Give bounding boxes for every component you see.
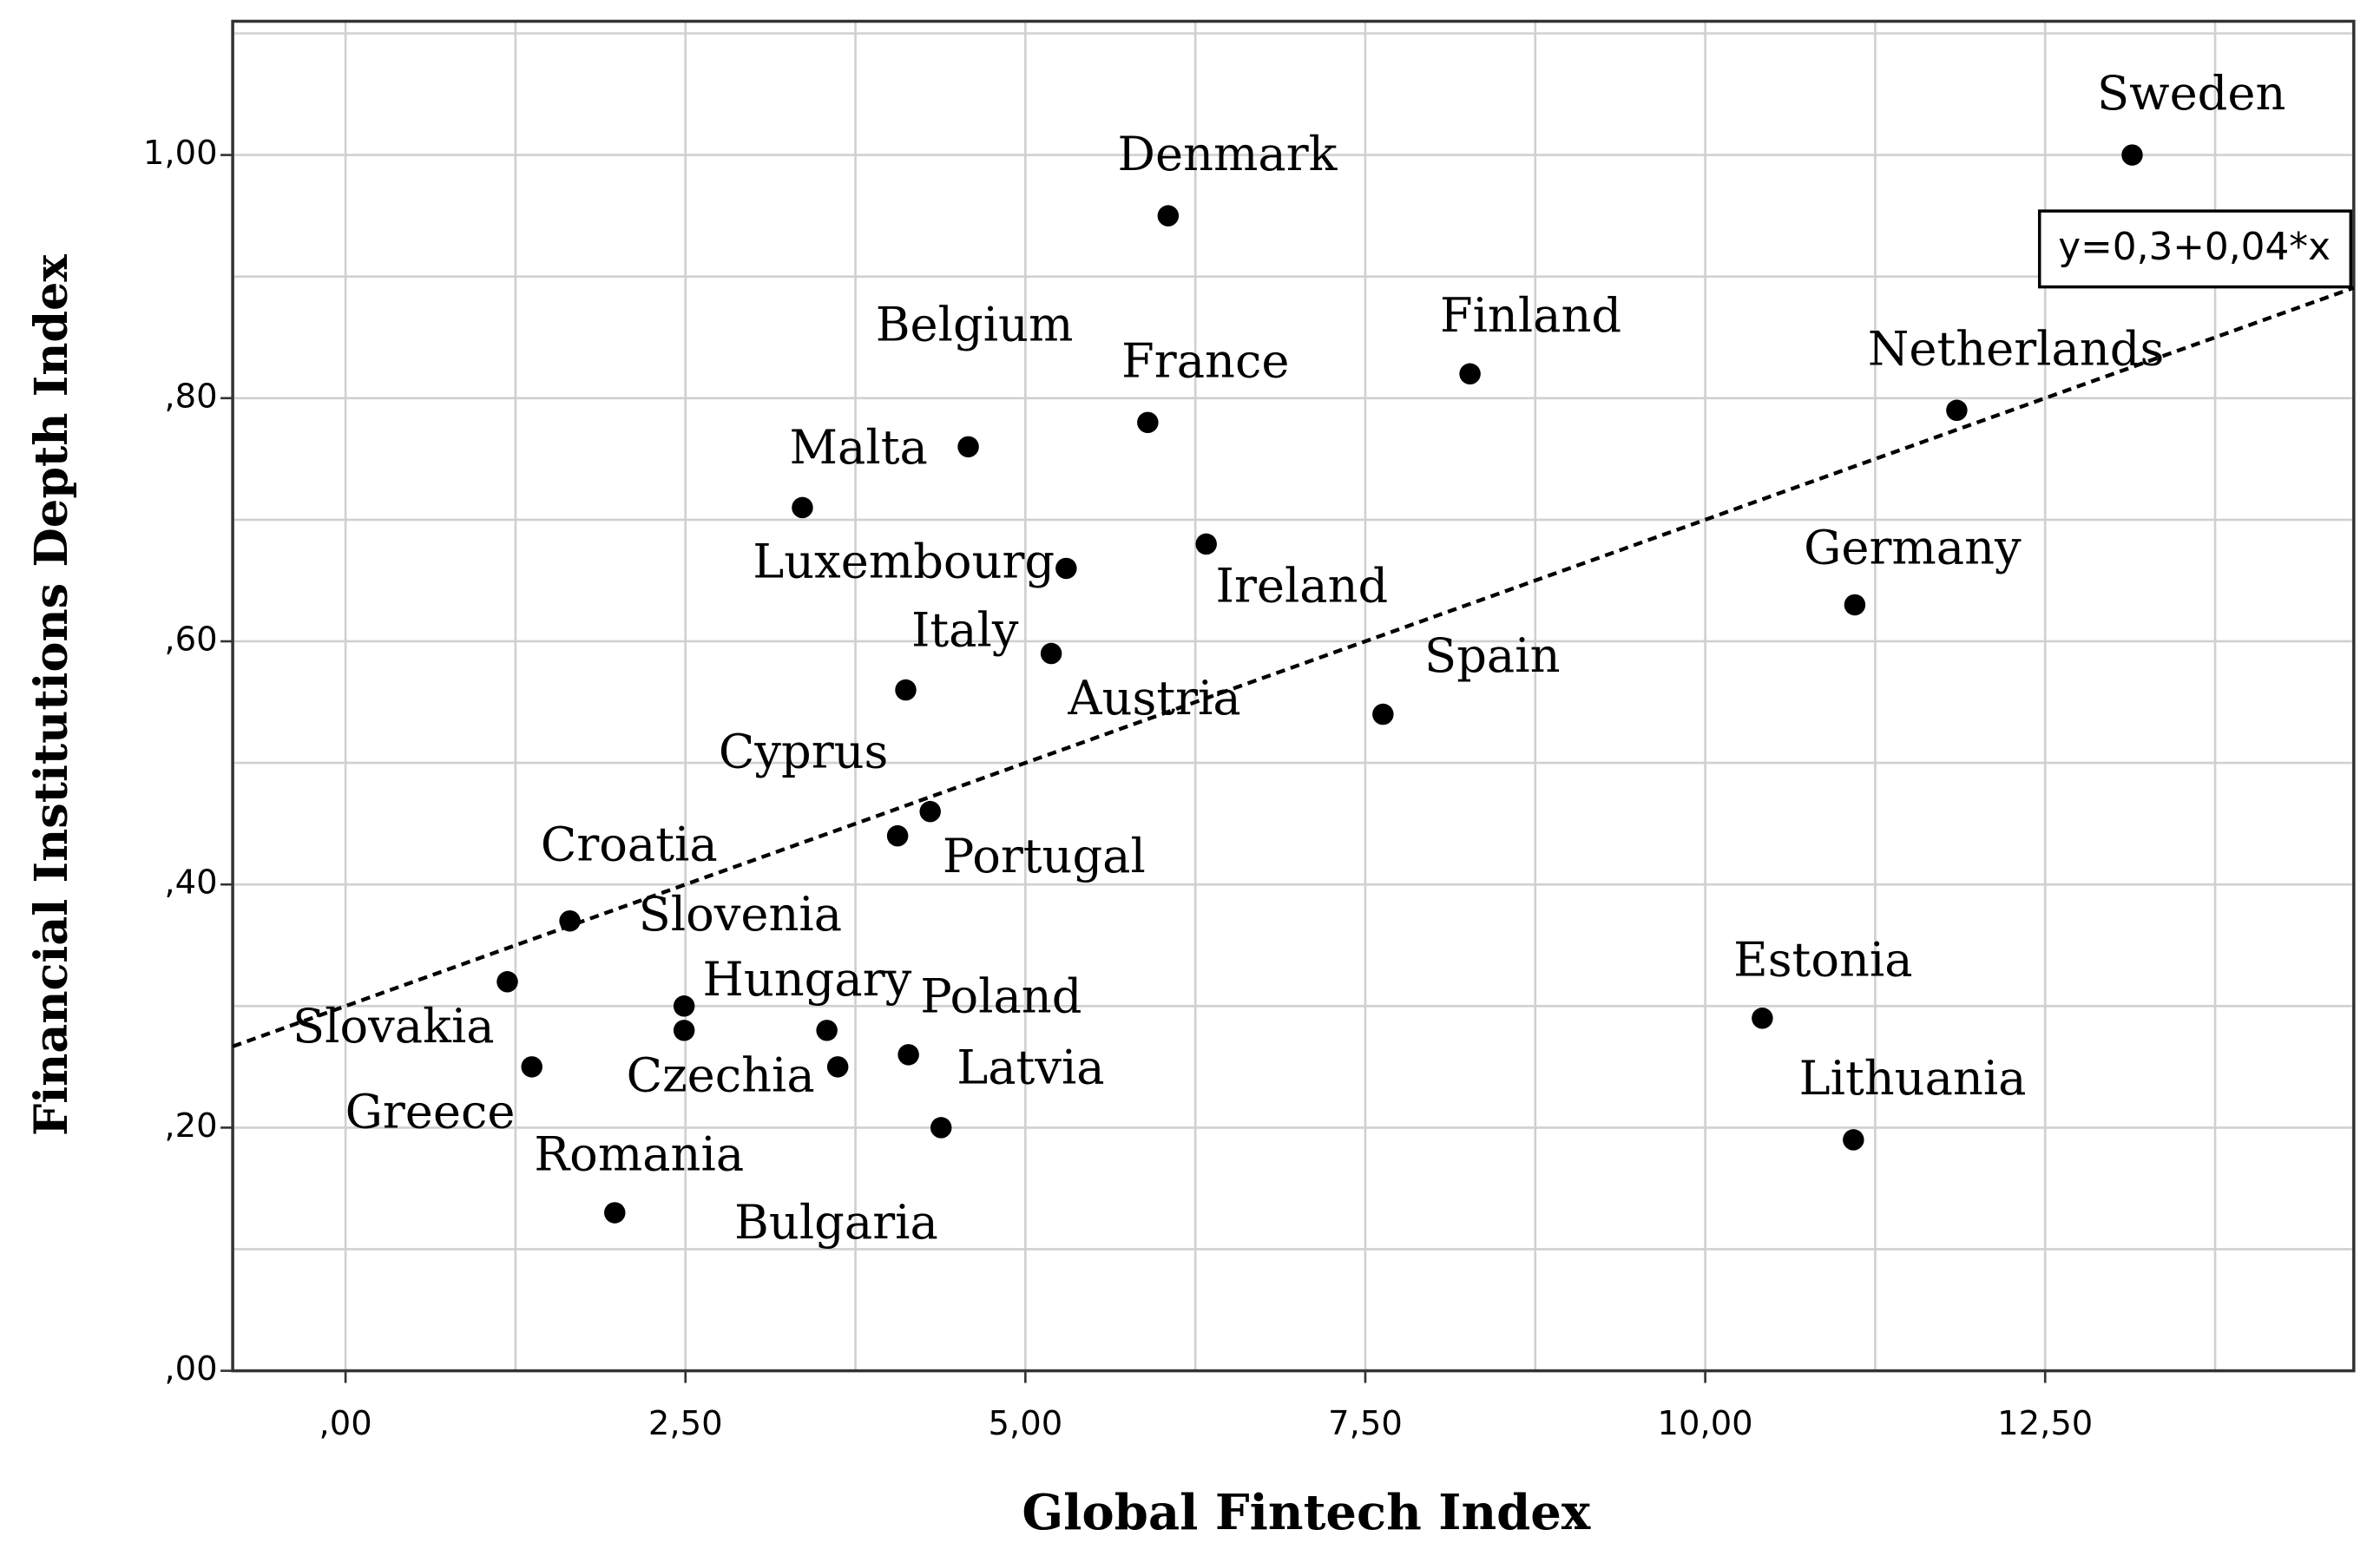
point-label: Italy: [911, 602, 1019, 657]
point: [1040, 642, 1062, 665]
point-label: Slovenia: [639, 887, 842, 942]
point: [816, 1020, 838, 1041]
point: [521, 1056, 542, 1078]
point-label: Netherlands: [1868, 321, 2164, 376]
point: [792, 496, 813, 519]
x-tick-label: 12,50: [1997, 1404, 2093, 1443]
point-label: Lithuania: [1799, 1051, 2027, 1106]
point: [496, 971, 518, 993]
point: [2121, 144, 2143, 166]
point-label: Portugal: [943, 829, 1146, 883]
point-label: Austria: [1067, 671, 1240, 725]
point: [1137, 411, 1159, 434]
y-tick-label: ,80: [164, 377, 217, 416]
point-label: Poland: [920, 968, 1082, 1023]
point-label: Belgium: [876, 297, 1074, 351]
point-label: Sweden: [2097, 66, 2285, 121]
y-tick-label: ,00: [164, 1349, 217, 1389]
point: [673, 1020, 695, 1041]
point: [1844, 594, 1866, 616]
point: [1843, 1129, 1864, 1151]
point: [1157, 205, 1180, 227]
point: [826, 1056, 849, 1078]
y-axis-label: Financial Institutions Depth Index: [25, 254, 78, 1136]
point-label: France: [1121, 333, 1289, 388]
point: [1195, 533, 1217, 555]
point: [673, 995, 695, 1017]
point-label: Greece: [345, 1084, 516, 1139]
point: [897, 1044, 919, 1066]
point-label: Estonia: [1733, 932, 1912, 987]
point: [886, 824, 909, 847]
point-label: Finland: [1440, 288, 1621, 343]
point: [1459, 363, 1481, 385]
point: [957, 436, 979, 458]
x-tick-label: 7,50: [1328, 1404, 1403, 1443]
point-label: Cyprus: [719, 724, 888, 778]
point-label: Slovakia: [293, 999, 495, 1054]
x-tick-label: ,00: [319, 1404, 372, 1443]
point: [919, 800, 941, 823]
x-axis-label: Global Fintech Index: [1022, 1484, 1591, 1541]
y-tick-label: ,20: [164, 1106, 217, 1146]
point-label: Romania: [534, 1126, 744, 1181]
point: [930, 1117, 952, 1139]
point: [559, 909, 581, 932]
point-label: Germany: [1804, 521, 2022, 575]
point-label: Ireland: [1216, 558, 1389, 613]
fit-line: [232, 286, 2355, 1048]
plot-frame: [231, 19, 2356, 1373]
point-label: Hungary: [703, 952, 912, 1007]
point-label: Croatia: [541, 817, 718, 871]
annotation: y=0,3+0,04*x: [2058, 225, 2331, 269]
x-tick-label: 10,00: [1658, 1404, 1753, 1443]
point-label: Malta: [790, 420, 928, 475]
point: [1752, 1008, 1773, 1029]
point: [1946, 399, 1968, 422]
point-label: Latvia: [957, 1041, 1104, 1095]
point: [1372, 703, 1394, 725]
x-tick-label: 2,50: [648, 1404, 723, 1443]
y-tick-label: 1,00: [143, 134, 218, 173]
point-label: Luxembourg: [753, 534, 1055, 588]
point-label: Spain: [1424, 628, 1560, 683]
annotation-box: [2037, 209, 2353, 289]
x-tick-label: 5,00: [989, 1404, 1063, 1443]
y-tick-label: ,60: [164, 620, 217, 659]
y-tick-label: ,40: [164, 863, 217, 903]
point-label: Denmark: [1118, 127, 1338, 181]
point-label: Bulgaria: [734, 1195, 938, 1250]
point: [895, 679, 917, 701]
point-label: Czechia: [627, 1047, 815, 1102]
point: [604, 1202, 626, 1224]
point: [1055, 557, 1077, 580]
